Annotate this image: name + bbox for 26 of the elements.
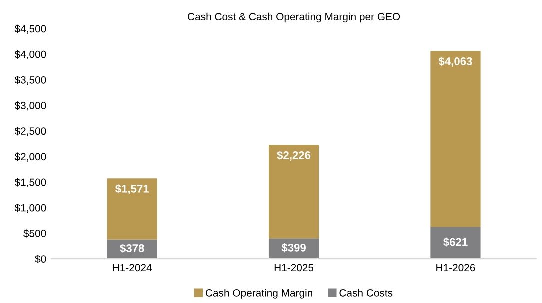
x-tick-label: H1-2025: [274, 264, 314, 272]
y-tick-label: $4,000: [14, 50, 46, 60]
bar: [268, 145, 320, 239]
y-tick-label: $2,000: [14, 152, 46, 162]
chart-title: Cash Cost & Cash Operating Margin per GEO: [188, 12, 400, 23]
y-tick-label: $2,500: [14, 127, 46, 136]
bar: [430, 51, 481, 228]
y-tick-label: $3,000: [14, 102, 46, 111]
data-label: $378: [120, 244, 144, 254]
y-tick-label: $1,500: [14, 178, 46, 188]
data-label: $621: [444, 238, 468, 247]
data-label: $399: [282, 243, 306, 253]
y-tick-label: $500: [24, 230, 46, 238]
y-tick-label: $0: [35, 255, 46, 264]
x-tick-label: H1-2026: [436, 264, 476, 272]
y-tick-label: $3,500: [14, 76, 46, 86]
total-label: $4,063: [438, 57, 472, 67]
bar: [107, 178, 158, 240]
y-tick-label: $4,500: [14, 24, 46, 34]
y-tick-label: $1,000: [14, 204, 46, 213]
legend-label: Cash Operating Margin: [206, 289, 312, 299]
bar: [430, 227, 481, 260]
total-label: $1,571: [115, 184, 150, 195]
legend-label: Cash Costs: [340, 289, 393, 297]
total-label: $2,226: [277, 151, 311, 162]
x-tick-label: H1-2024: [113, 264, 152, 272]
